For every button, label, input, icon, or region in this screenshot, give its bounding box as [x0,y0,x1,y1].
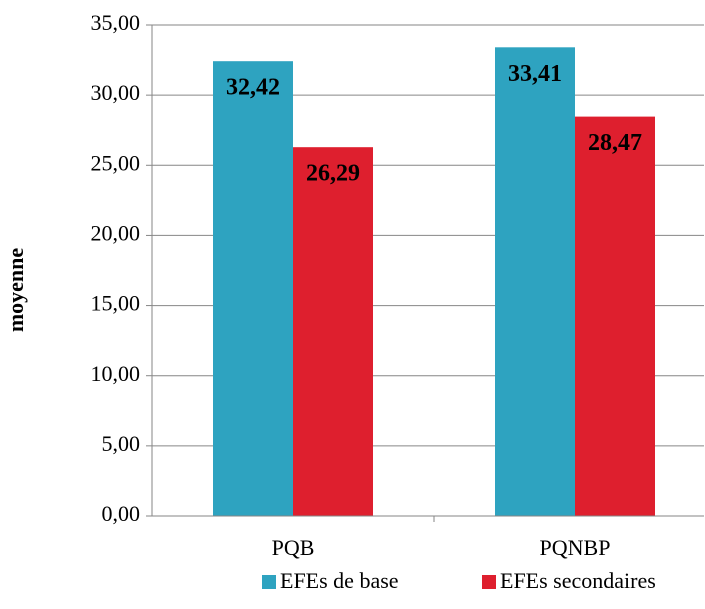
y-axis-label: moyenne [3,248,28,333]
bar [495,47,575,517]
x-tick-label: PQNBP [540,535,611,560]
y-tick-label: 15,00 [91,291,141,316]
y-tick-label: 0,00 [102,501,141,526]
value-label: 33,41 [508,61,562,87]
value-label: 32,42 [226,75,280,101]
y-tick-label: 10,00 [91,361,141,386]
bar [575,116,655,517]
legend-label: EFEs secondaires [500,568,656,593]
bar [213,61,293,516]
y-tick-label: 5,00 [102,431,141,456]
value-label: 26,29 [306,161,360,187]
y-tick-label: 35,00 [91,10,141,35]
legend-label: EFEs de base [280,568,399,593]
y-tick-label: 20,00 [91,220,141,245]
y-tick-label: 25,00 [91,150,141,175]
legend-swatch [482,575,496,589]
x-tick-label: PQB [272,535,315,560]
bar [293,147,373,517]
legend-swatch [262,575,276,589]
value-label: 28,47 [588,130,642,156]
y-tick-label: 30,00 [91,80,141,105]
